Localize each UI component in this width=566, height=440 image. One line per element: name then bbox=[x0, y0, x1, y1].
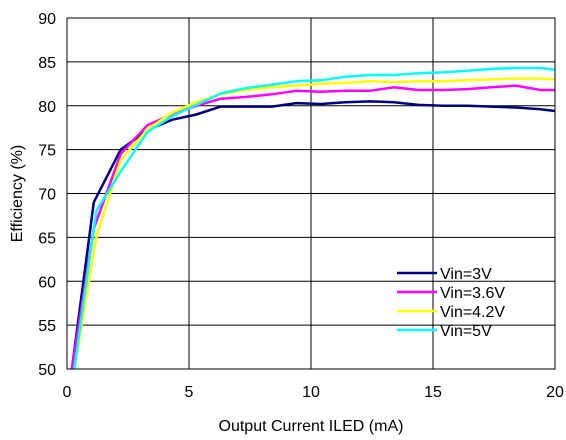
series-line-3 bbox=[73, 66, 556, 370]
y-tick-label: 85 bbox=[38, 55, 56, 72]
y-tick-label: 90 bbox=[38, 11, 56, 28]
y-tick-label: 55 bbox=[38, 318, 56, 335]
series-line-2 bbox=[73, 77, 556, 370]
series-line-1 bbox=[70, 84, 555, 370]
x-tick-label: 5 bbox=[185, 384, 194, 401]
legend-label: Vin=3.6V bbox=[440, 285, 505, 302]
x-tick-label: 20 bbox=[546, 384, 564, 401]
legend-label: Vin=3V bbox=[440, 266, 492, 283]
y-tick-label: 65 bbox=[38, 230, 56, 247]
x-tick-label: 10 bbox=[302, 384, 320, 401]
x-tick-label: 15 bbox=[424, 384, 442, 401]
series-lines bbox=[70, 66, 556, 370]
y-tick-label: 60 bbox=[38, 274, 56, 291]
y-tick-label: 70 bbox=[38, 187, 56, 204]
y-tick-label: 50 bbox=[38, 362, 56, 379]
legend-label: Vin=4.2V bbox=[440, 304, 505, 321]
legend-label: Vin=5V bbox=[440, 323, 492, 340]
legend: Vin=3V Vin=3.6V Vin=4.2V Vin=5V bbox=[397, 266, 505, 340]
y-tick-label: 75 bbox=[38, 143, 56, 160]
x-axis-title: Output Current ILED (mA) bbox=[219, 418, 404, 435]
y-axis-title: Efficiency (%) bbox=[9, 145, 26, 243]
tick-labels: 50 55 60 65 70 75 80 85 90 0 5 10 15 20 bbox=[38, 11, 564, 401]
plot-frame bbox=[66, 17, 556, 370]
x-tick-label: 0 bbox=[63, 384, 72, 401]
y-tick-label: 80 bbox=[38, 99, 56, 116]
